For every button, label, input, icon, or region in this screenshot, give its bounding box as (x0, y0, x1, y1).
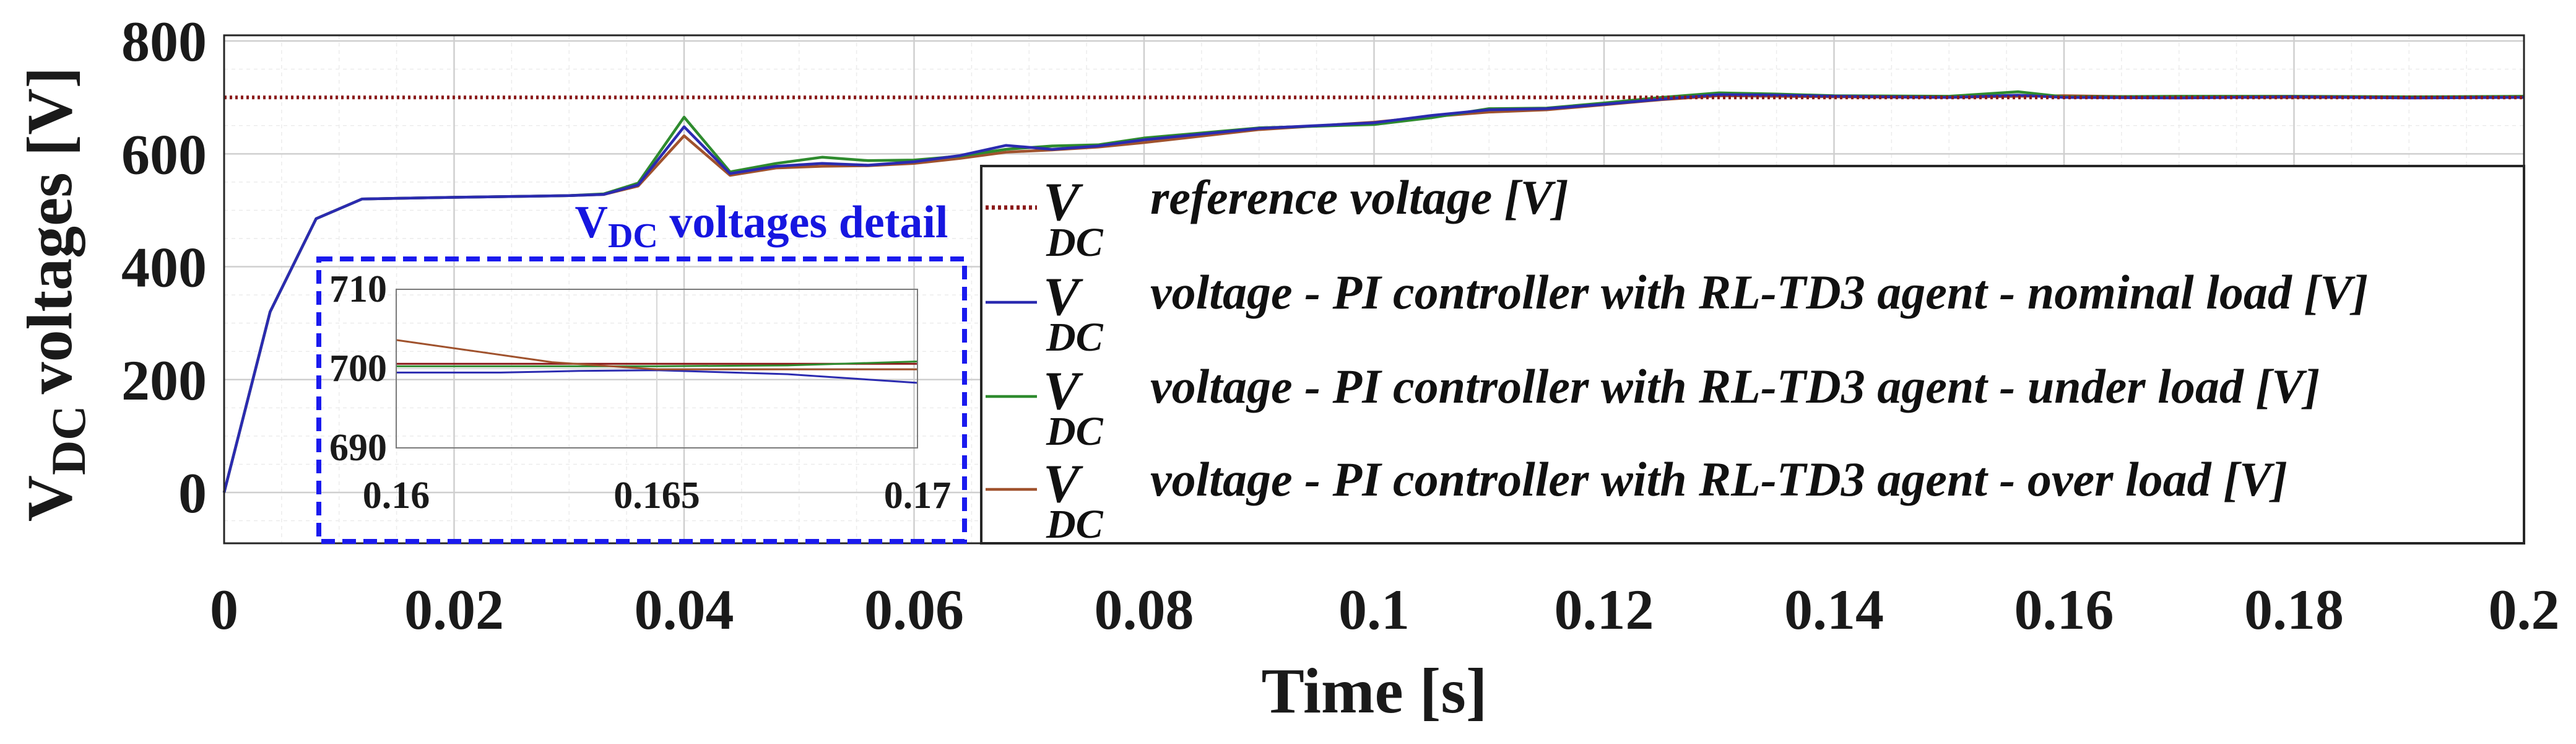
y-tick-label: 800 (121, 10, 207, 73)
y-axis-label-rest: voltages [V] (14, 67, 85, 395)
legend-symbol: V (1043, 172, 1083, 232)
inset-x-tick-label: 0.165 (614, 475, 700, 517)
x-tick-label: 0.08 (1095, 578, 1194, 641)
inset-y-tick-label: 700 (329, 348, 387, 390)
legend-subscript: DC (1046, 315, 1104, 360)
inset-series-line-3 (396, 339, 917, 370)
main-data-lines (222, 90, 2525, 493)
y-tick-label: 600 (121, 123, 207, 186)
inset-data-lines (396, 339, 918, 384)
legend-symbol: V (1043, 454, 1083, 514)
x-tick-label: 0.12 (1555, 578, 1654, 641)
x-tick-label: 0.18 (2244, 578, 2344, 641)
x-tick-label: 0.16 (2014, 578, 2114, 641)
y-axis-label-sub: DC (41, 405, 95, 475)
inset-y-tick-label: 690 (329, 427, 387, 469)
inset-plot-frame (396, 289, 918, 449)
legend-symbol: V (1043, 361, 1083, 421)
x-tick-label: 0.06 (864, 578, 964, 641)
inset-title-rest: voltages detail (658, 197, 948, 248)
legend-label-1: voltage - PI controller with RL-TD3 agen… (1150, 265, 2368, 319)
inset-y-tick-label: 710 (329, 268, 387, 310)
y-tick-label: 0 (178, 462, 207, 525)
inset-x-tick-label: 0.17 (884, 475, 952, 517)
x-tick-label: 0.14 (1784, 578, 1884, 641)
legend-symbol: V (1043, 267, 1083, 327)
inset-title: VDC voltages detail (575, 197, 948, 255)
inset-x-tick-label: 0.16 (363, 475, 430, 517)
inset-series-line-1 (396, 369, 918, 384)
y-tick-label: 200 (121, 349, 207, 412)
y-tick-label: 400 (121, 236, 207, 299)
x-tick-label: 0.02 (404, 578, 504, 641)
x-axis-label: Time [s] (1262, 655, 1488, 727)
x-tick-label: 0 (210, 578, 238, 641)
legend-box (980, 165, 2525, 545)
x-tick-label: 0.04 (635, 578, 734, 641)
x-tick-label: 0.1 (1338, 578, 1410, 641)
x-tick-labels: 0 0.02 0.04 0.06 0.08 0.1 0.12 0.14 0.16 0.18 0.2 (210, 578, 2560, 641)
legend-label-2: voltage - PI controller with RL-TD3 agen… (1150, 359, 2320, 413)
legend-subscript: DC (1046, 220, 1104, 265)
inset-dashed-border (316, 256, 967, 544)
y-tick-labels: 0 200 400 600 800 (121, 10, 207, 525)
inset-tick-labels: 0.16 0.165 0.17 690 700 710 (329, 268, 951, 517)
y-axis-label: VDC voltages [V] (14, 67, 95, 522)
inset-series-line-2 (396, 361, 918, 367)
inset-title-main: V (575, 197, 608, 248)
inset-title-sub: DC (608, 217, 658, 255)
x-tick-label: 0.2 (2489, 578, 2560, 641)
legend-subscript: DC (1046, 409, 1104, 454)
legend-label-3: voltage - PI controller with RL-TD3 agen… (1150, 452, 2288, 506)
y-axis-label-main: V (14, 475, 85, 522)
legend-subscript: DC (1046, 502, 1104, 547)
series-line-1 (222, 93, 2525, 493)
legend-label-0: reference voltage [V] (1150, 170, 1569, 224)
